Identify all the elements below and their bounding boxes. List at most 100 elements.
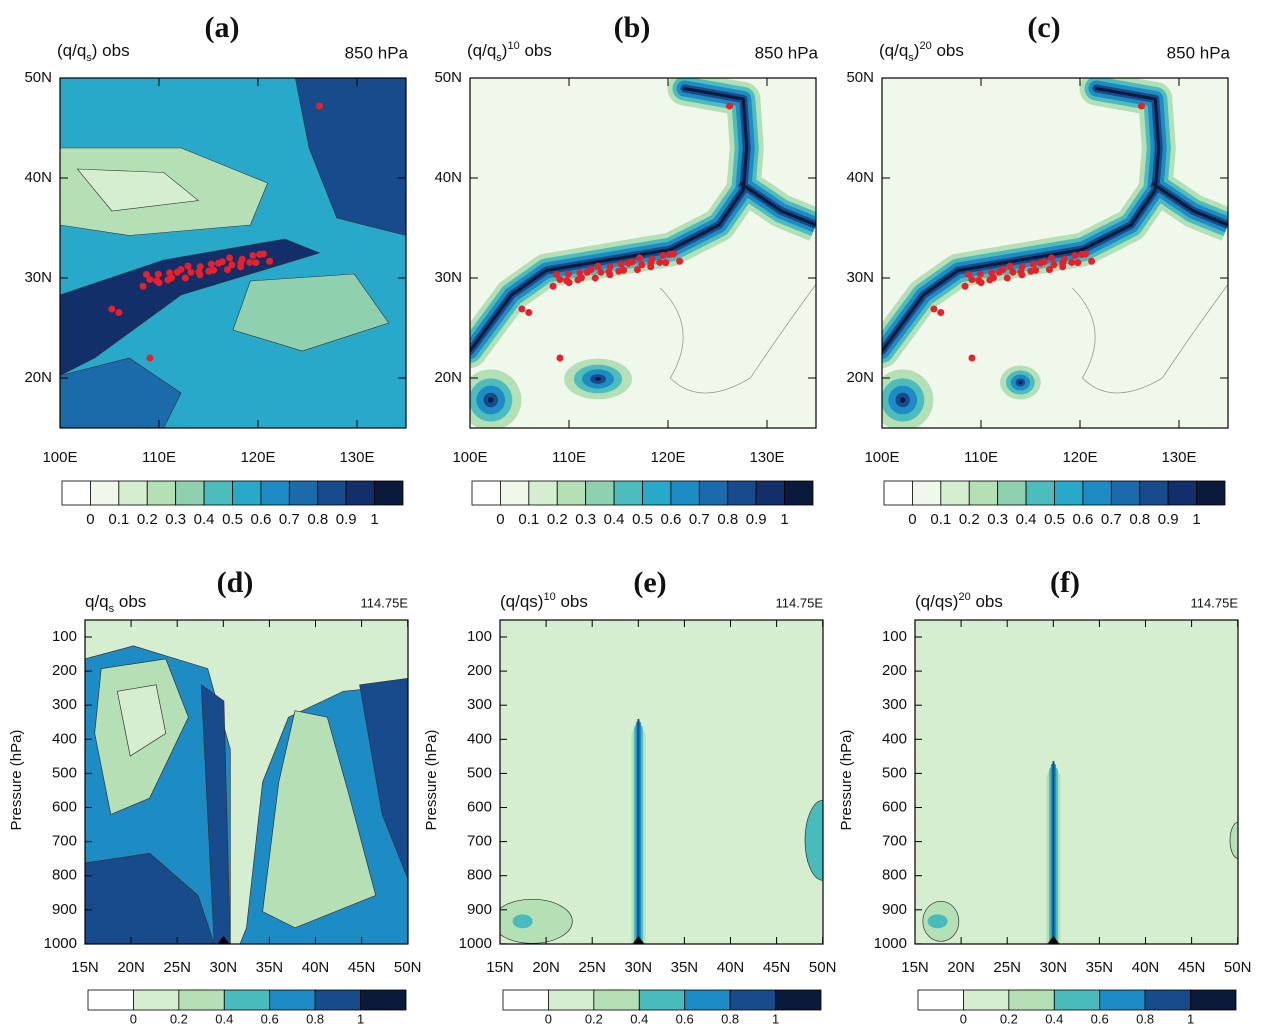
- colorbar-box: [684, 989, 731, 1011]
- station-dot: [577, 274, 585, 282]
- station-dot: [252, 259, 260, 267]
- field-fill: [200, 684, 231, 944]
- colorbar-label: 0.8: [1136, 1011, 1154, 1026]
- colorbar-box: [317, 480, 347, 506]
- lat-tick-label: 45N: [348, 959, 376, 976]
- lat-tick-label: 30N: [846, 269, 874, 286]
- station-dot: [565, 279, 573, 287]
- colorbar-label: 0.9: [746, 511, 767, 528]
- subtitle-part: 10: [507, 40, 519, 52]
- panel-subtitle: (q/qs)10 obs: [500, 591, 588, 612]
- station-dot: [142, 270, 150, 278]
- colorbar-box: [638, 989, 686, 1011]
- colorbar-box: [940, 480, 970, 506]
- pressure-tick-label: 800: [52, 867, 77, 884]
- lat-tick-label: 20N: [434, 369, 462, 386]
- lat-tick-label: 25N: [163, 959, 191, 976]
- field-fill: [915, 620, 1238, 944]
- panel-subtitle-right: 850 hPa: [755, 43, 819, 62]
- colorbar-box: [175, 480, 205, 506]
- station-dot: [238, 255, 246, 263]
- station-dot: [676, 257, 684, 265]
- colorbar-box: [118, 480, 148, 506]
- lat-tick-label: 50N: [809, 959, 837, 976]
- station-dot: [237, 263, 245, 271]
- station-dot: [989, 274, 997, 282]
- subtitle-part: s: [908, 52, 914, 64]
- colorbar-box: [223, 989, 271, 1011]
- station-dot: [1060, 255, 1068, 263]
- colorbar-box: [917, 989, 964, 1011]
- section-field: [500, 620, 823, 944]
- field-fill: [116, 684, 167, 757]
- colorbar-label: 0.9: [1158, 511, 1179, 528]
- station-dot: [1059, 263, 1067, 271]
- colorbar-box: [1082, 480, 1112, 506]
- colorbar-box: [1110, 480, 1141, 506]
- station-dot: [167, 274, 175, 282]
- field-blob: [488, 397, 494, 403]
- colorbar-box: [1190, 989, 1237, 1011]
- subtitle-part: (q/q: [467, 41, 496, 60]
- colorbar-label: 1: [772, 1011, 779, 1026]
- pressure-tick-label: 1000: [874, 935, 907, 952]
- colorbar-box: [345, 480, 375, 506]
- station-dot: [1088, 257, 1096, 265]
- station-dot: [207, 260, 215, 268]
- colorbar-label: 0.2: [170, 1011, 188, 1026]
- lat-tick-label: 20N: [117, 959, 145, 976]
- station-dot: [525, 309, 533, 316]
- station-dot: [1050, 261, 1058, 269]
- subtitle-part: ) obs: [92, 41, 130, 60]
- coastline: [660, 283, 816, 394]
- station-dot: [196, 263, 204, 271]
- pressure-tick-label: 100: [467, 628, 492, 645]
- panel-subtitle-right: 114.75E: [776, 595, 824, 610]
- lat-tick-label: 30N: [210, 959, 238, 976]
- station-dot: [115, 309, 123, 316]
- colorbar-label: 0.4: [215, 1011, 233, 1026]
- station-dot: [228, 261, 236, 269]
- station-dot: [1029, 260, 1037, 268]
- colorbar-label: 0.8: [721, 1011, 739, 1026]
- map-field: [882, 78, 1228, 428]
- colorbar-box: [1196, 480, 1226, 506]
- pressure-tick-label: 1000: [459, 935, 492, 952]
- colorbar-box: [1144, 989, 1191, 1011]
- station-dot: [726, 102, 733, 110]
- pressure-tick-label: 700: [467, 833, 492, 850]
- field-blob: [512, 914, 533, 929]
- colorbar-label: 0.8: [307, 511, 328, 528]
- station-dot: [210, 266, 218, 274]
- station-dot: [606, 263, 614, 271]
- subtitle-part: 20: [919, 40, 931, 52]
- lat-tick-label: 40N: [302, 959, 330, 976]
- colorbar-box: [502, 989, 549, 1011]
- subtitle-part: obs: [971, 592, 1003, 611]
- colorbar-box: [883, 480, 913, 506]
- station-dot: [154, 270, 162, 278]
- colorbar-label: 0.3: [575, 511, 596, 528]
- colorbar-label: 1: [1192, 511, 1200, 528]
- panel-subtitle: q/qs obs: [85, 592, 146, 614]
- colorbar-box: [146, 480, 177, 506]
- pressure-tick-label: 400: [882, 730, 907, 747]
- subtitle-part: (q/qs): [915, 592, 958, 611]
- station-dot: [620, 266, 628, 274]
- station-dot: [556, 276, 564, 284]
- station-dot: [146, 354, 154, 362]
- colorbar-box: [203, 480, 233, 506]
- station-dot: [583, 268, 591, 276]
- station-dot: [1071, 252, 1079, 260]
- colorbar-box: [1025, 480, 1055, 506]
- colorbar-box: [269, 989, 316, 1011]
- field-fill: [500, 620, 823, 944]
- colorbar-label: 0.4: [1016, 511, 1037, 528]
- panel-subtitle: (q/qs)20 obs: [879, 40, 964, 64]
- colorbar-box: [500, 480, 530, 506]
- station-dot: [226, 254, 234, 262]
- lat-tick-label: 20N: [846, 369, 874, 386]
- colorbar-label: 0.6: [1072, 511, 1093, 528]
- plot-frame: [914, 619, 1239, 945]
- lat-tick-label: 15N: [901, 959, 929, 976]
